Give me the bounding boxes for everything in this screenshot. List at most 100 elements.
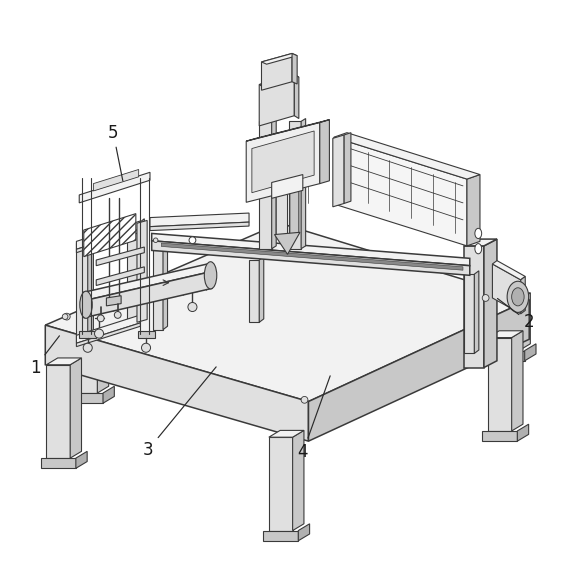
Polygon shape (76, 243, 88, 342)
Polygon shape (519, 293, 530, 351)
Polygon shape (333, 135, 344, 207)
Text: 2: 2 (498, 299, 534, 331)
Polygon shape (76, 323, 140, 347)
Polygon shape (88, 239, 93, 342)
Polygon shape (106, 296, 121, 306)
Ellipse shape (97, 315, 104, 321)
Polygon shape (76, 451, 87, 468)
Polygon shape (137, 220, 147, 322)
Polygon shape (103, 386, 114, 403)
Polygon shape (84, 263, 212, 301)
Polygon shape (320, 120, 329, 184)
Polygon shape (259, 74, 294, 126)
Polygon shape (488, 331, 523, 337)
Polygon shape (93, 170, 139, 191)
Polygon shape (298, 524, 310, 541)
Polygon shape (292, 54, 297, 84)
Polygon shape (294, 74, 299, 119)
Polygon shape (254, 145, 314, 165)
Polygon shape (259, 122, 272, 249)
Polygon shape (163, 247, 168, 329)
Ellipse shape (512, 288, 524, 306)
Polygon shape (246, 123, 320, 202)
Polygon shape (474, 271, 479, 353)
Polygon shape (492, 260, 525, 280)
Ellipse shape (80, 291, 92, 318)
Polygon shape (150, 213, 249, 227)
Polygon shape (261, 54, 292, 90)
Polygon shape (252, 131, 314, 192)
Polygon shape (76, 315, 140, 343)
Polygon shape (76, 229, 140, 253)
Polygon shape (259, 256, 264, 322)
Ellipse shape (114, 312, 121, 318)
Ellipse shape (189, 237, 196, 244)
Polygon shape (512, 331, 523, 431)
Ellipse shape (95, 329, 104, 338)
Polygon shape (161, 243, 463, 270)
Polygon shape (490, 351, 525, 361)
Polygon shape (76, 221, 140, 250)
Text: 3: 3 (143, 367, 216, 459)
Polygon shape (308, 300, 529, 441)
Polygon shape (495, 293, 530, 300)
Ellipse shape (62, 314, 68, 319)
Polygon shape (127, 223, 139, 322)
Ellipse shape (482, 295, 489, 301)
Polygon shape (290, 186, 299, 236)
Polygon shape (344, 132, 351, 203)
Polygon shape (246, 120, 329, 141)
Polygon shape (521, 276, 525, 314)
Polygon shape (46, 358, 82, 365)
Polygon shape (334, 137, 467, 246)
Polygon shape (293, 431, 304, 530)
Polygon shape (276, 187, 288, 238)
Polygon shape (74, 318, 109, 325)
Polygon shape (45, 325, 308, 441)
Polygon shape (492, 264, 521, 314)
Polygon shape (464, 246, 484, 368)
Polygon shape (249, 260, 259, 322)
Polygon shape (74, 325, 97, 393)
Polygon shape (269, 431, 304, 437)
Polygon shape (79, 331, 96, 337)
Ellipse shape (475, 244, 482, 254)
Ellipse shape (204, 262, 217, 289)
Text: 1: 1 (30, 336, 59, 376)
Polygon shape (464, 239, 497, 246)
Polygon shape (275, 232, 300, 254)
Ellipse shape (188, 303, 197, 312)
Polygon shape (289, 122, 301, 249)
Polygon shape (68, 393, 103, 403)
Polygon shape (301, 119, 306, 249)
Polygon shape (525, 344, 536, 361)
Polygon shape (517, 424, 529, 441)
Polygon shape (152, 234, 470, 266)
Polygon shape (150, 222, 249, 231)
Polygon shape (263, 530, 298, 541)
Text: 5: 5 (108, 124, 123, 181)
Polygon shape (97, 318, 109, 393)
Ellipse shape (475, 228, 482, 239)
Text: 4: 4 (298, 376, 330, 461)
Polygon shape (259, 74, 299, 87)
Polygon shape (467, 175, 480, 246)
Ellipse shape (142, 343, 151, 352)
Polygon shape (84, 214, 136, 256)
Polygon shape (84, 271, 212, 318)
Polygon shape (153, 251, 163, 329)
Polygon shape (495, 300, 519, 351)
Polygon shape (96, 247, 144, 266)
Ellipse shape (153, 238, 158, 243)
Polygon shape (70, 358, 82, 458)
Ellipse shape (83, 343, 92, 352)
Polygon shape (152, 241, 470, 275)
Ellipse shape (63, 313, 70, 320)
Polygon shape (269, 437, 293, 530)
Polygon shape (272, 175, 303, 198)
Polygon shape (464, 274, 474, 353)
Polygon shape (138, 331, 155, 337)
Ellipse shape (507, 282, 529, 312)
Ellipse shape (301, 396, 308, 403)
Polygon shape (272, 119, 276, 249)
